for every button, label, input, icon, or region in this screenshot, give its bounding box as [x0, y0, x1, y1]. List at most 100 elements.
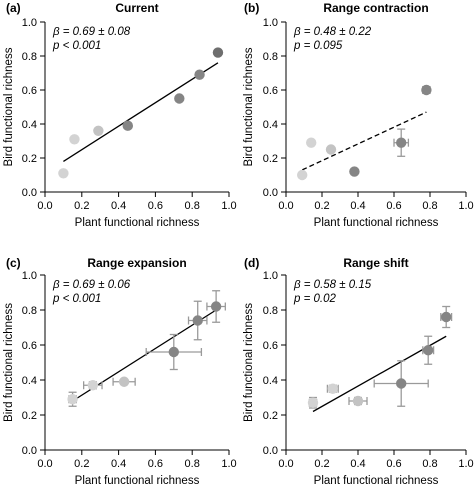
data-point — [69, 134, 80, 145]
data-point — [118, 376, 130, 387]
y-tick-label: 0.8 — [22, 51, 37, 63]
y-tick-label: 1.0 — [263, 270, 278, 282]
y-tick-label: 0.8 — [263, 51, 278, 63]
y-tick-label: 0.6 — [263, 85, 278, 97]
data-point — [297, 169, 308, 181]
x-tick-label: 0.6 — [386, 458, 401, 470]
y-tick-label: 0.2 — [22, 410, 37, 422]
y-tick-label: 0.6 — [263, 340, 278, 352]
x-axis-label: Plant functional richness — [314, 475, 439, 485]
x-tick-label: 0.4 — [111, 458, 126, 470]
panel-title: Current — [115, 1, 158, 15]
y-axis-label: Bird functional richness — [3, 303, 15, 422]
x-tick-label: 1.0 — [221, 458, 236, 470]
x-tick-label: 0.0 — [37, 200, 52, 212]
panel-label: (a) — [6, 1, 21, 15]
x-tick-label: 0.2 — [74, 458, 89, 470]
x-tick-label: 0.0 — [37, 458, 52, 470]
panel-label: (d) — [244, 256, 259, 270]
data-point — [327, 383, 338, 394]
data-point — [87, 380, 99, 391]
data-point — [194, 69, 205, 80]
x-tick-label: 0.0 — [278, 458, 293, 470]
x-tick-label: 0.2 — [314, 200, 329, 212]
y-tick-label: 1.0 — [22, 270, 37, 282]
y-tick-label: 0.8 — [22, 305, 37, 317]
y-axis-label: Bird functional richness — [243, 47, 255, 166]
y-tick-label: 0.6 — [22, 340, 37, 352]
y-tick-label: 0.2 — [263, 410, 278, 422]
x-tick-label: 0.8 — [185, 200, 200, 212]
y-tick-label: 0.0 — [22, 187, 37, 199]
y-axis-label: Bird functional richness — [3, 47, 15, 166]
x-tick-label: 1.0 — [221, 200, 236, 212]
x-tick-label: 0.4 — [111, 200, 126, 212]
data-point — [423, 345, 434, 356]
x-tick-label: 0.8 — [422, 200, 437, 212]
y-tick-label: 0.8 — [263, 305, 278, 317]
y-tick-label: 1.0 — [22, 17, 37, 29]
data-point — [325, 144, 337, 155]
regression-line — [301, 111, 427, 171]
data-point — [352, 395, 364, 407]
x-tick-label: 0.6 — [148, 458, 163, 470]
stat-beta: β = 0.69 ± 0.08 — [52, 26, 131, 38]
stat-beta: β = 0.48 ± 0.22 — [293, 26, 372, 38]
panel-title: Range expansion — [87, 256, 186, 270]
y-tick-label: 0.4 — [263, 119, 278, 131]
data-point — [212, 47, 224, 58]
regression-line — [63, 62, 219, 162]
data-point — [441, 311, 452, 323]
data-point — [349, 166, 360, 177]
data-point — [421, 84, 432, 96]
x-axis-label: Plant functional richness — [75, 217, 200, 229]
data-point — [396, 378, 407, 389]
x-tick-label: 1.0 — [458, 458, 473, 470]
y-tick-label: 0.0 — [263, 445, 278, 457]
x-tick-label: 0.0 — [278, 200, 293, 212]
x-tick-label: 0.6 — [386, 200, 401, 212]
data-point — [122, 120, 133, 131]
data-point — [174, 93, 185, 104]
y-tick-label: 0.2 — [263, 153, 278, 165]
data-point — [396, 137, 407, 148]
data-point — [192, 315, 203, 326]
y-tick-label: 0.4 — [22, 375, 37, 387]
x-axis-label: Plant functional richness — [314, 217, 439, 229]
data-point — [93, 125, 104, 136]
panel-title: Range contraction — [323, 1, 428, 15]
x-tick-label: 0.4 — [350, 200, 365, 212]
y-tick-label: 0.0 — [263, 187, 278, 199]
y-tick-label: 0.4 — [263, 375, 278, 387]
x-tick-label: 0.2 — [314, 458, 329, 470]
stat-p: p = 0.02 — [293, 293, 336, 305]
data-point — [210, 301, 222, 312]
data-point — [67, 394, 78, 405]
panel-label: (b) — [244, 1, 259, 15]
x-tick-label: 1.0 — [458, 200, 473, 212]
stat-beta: β = 0.69 ± 0.06 — [52, 279, 131, 291]
y-axis-label: Bird functional richness — [243, 303, 255, 422]
data-point — [168, 346, 179, 358]
x-tick-label: 0.8 — [185, 458, 200, 470]
y-tick-label: 1.0 — [263, 17, 278, 29]
x-axis-label: Plant functional richness — [75, 475, 200, 485]
y-tick-label: 0.2 — [22, 153, 37, 165]
panel-1: (a) Current 0.0 0.2 0.4 0.6 0.8 1.0 0.0 0.2 0.4 0.6… — [3, 1, 237, 229]
x-tick-label: 0.8 — [422, 458, 437, 470]
data-point — [306, 137, 317, 148]
x-tick-label: 0.4 — [350, 458, 365, 470]
stat-beta: β = 0.58 ± 0.15 — [293, 279, 372, 291]
y-tick-label: 0.6 — [22, 85, 37, 97]
stat-p: p < 0.001 — [52, 40, 101, 52]
x-tick-label: 0.2 — [74, 200, 89, 212]
x-tick-label: 0.6 — [148, 200, 163, 212]
panel-2: (b) Range contraction 0.0 0.2 0.4 0.6 0.8 1.0 0.… — [243, 1, 474, 229]
panel-label: (c) — [6, 256, 21, 270]
panel-3: (c) Range expansion 0.0 0.2 0.4 0.6 0.8 1.0 0.0 0… — [3, 256, 237, 485]
panel-title: Range shift — [343, 256, 408, 270]
y-tick-label: 0.0 — [22, 445, 37, 457]
data-point — [58, 168, 69, 179]
panel-4: (d) Range shift 0.0 0.2 0.4 0.6 0.8 1.0 0.0 0.2 0.… — [243, 256, 474, 485]
